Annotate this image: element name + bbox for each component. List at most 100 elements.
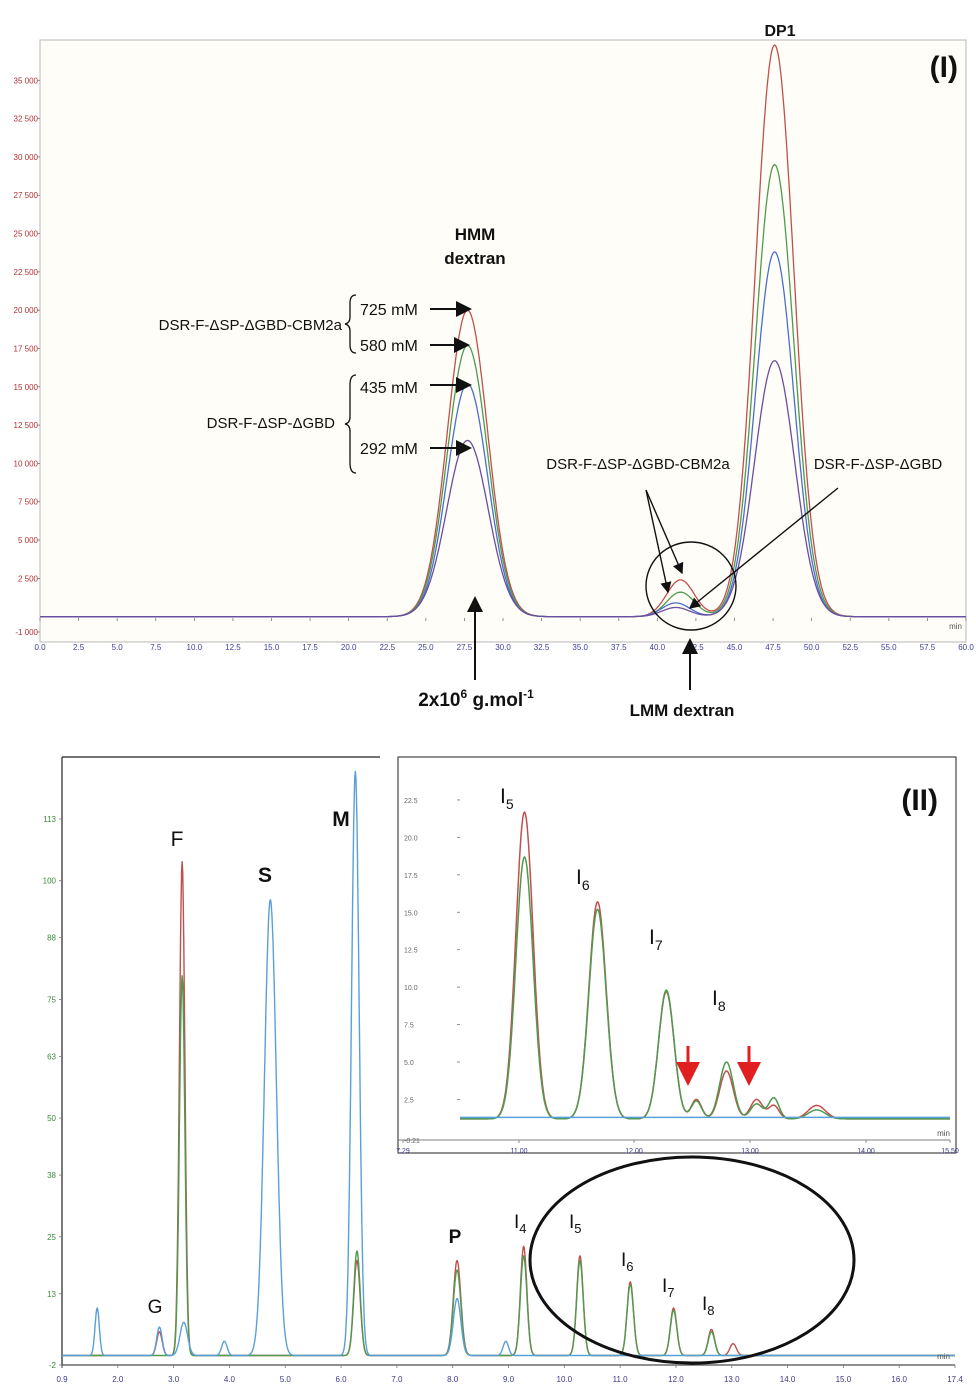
x-tick-label: 15.50 [941,1148,959,1155]
panel-2-series [61,770,956,1357]
x-tick-label: 8.0 [447,1375,459,1384]
y-tick-label: 113 [43,815,56,824]
y-tick-label: 15 000 [14,383,39,392]
inset-panel: -0.21 2.5 5.0 7.5 10.0 12.5 15.0 17.5 20.0 22.5 7… [396,756,959,1155]
x-tick-label: 17.4 [947,1375,963,1384]
panel-2-x-ticks: 0.9 2.0 3.0 4.0 5.0 6.0 7.0 8.0 9.0 10.0 11.0 12.0 1… [56,1365,963,1384]
y-tick-label: 2.5 [404,1097,414,1104]
inset-label-I6-sub: 6 [582,877,590,893]
peak-label-I5-sub: 5 [574,1221,581,1236]
inset-label-I8-sub: 8 [718,998,726,1014]
y-tick-label: 7 500 [18,498,39,507]
x-tick-label: 55.0 [881,643,897,652]
y-tick-label: -1 000 [15,628,38,637]
conc-725: 725 mM [360,302,418,319]
panel-2-y-ticks: -2 13 25 38 50 63 75 88 100 113 [43,815,62,1370]
x-tick-label: 12.0 [668,1375,684,1384]
x-tick-label: 2.5 [73,643,85,652]
x-tick-label: 2.0 [112,1375,124,1384]
lmm-gbd-label: DSR-F-ΔSP-ΔGBD [814,456,943,473]
panel-1: -1 000 2 500 5 000 7 500 10 000 12 500 15 000 1… [14,23,975,720]
y-tick-label: 25 000 [14,230,39,239]
y-tick-label: 32 500 [14,115,39,124]
x-tick-label: 5.0 [112,643,124,652]
y-tick-label: 7.5 [404,1023,414,1030]
x-tick-label: 17.5 [302,643,318,652]
x-tick-label: 9.0 [503,1375,515,1384]
x-tick-label: 11.0 [613,1375,629,1384]
arrow-lmm-cbm-2 [645,489,672,594]
lmm-cbm-label: DSR-F-ΔSP-ΔGBD-CBM2a [546,456,730,473]
inset-label-I5: I5 [500,785,514,812]
dp1-label: DP1 [764,23,795,40]
x-tick-label: 35.0 [572,643,588,652]
y-tick-label: 22.5 [404,798,418,805]
y-tick-label: -0.21 [404,1138,420,1145]
x-tick-label: 25.0 [418,643,434,652]
x-tick-label: 45.0 [727,643,743,652]
mw-prefix: 2x10 [418,690,460,711]
mw-label: 2x106 g.mol-1 [418,687,534,711]
inset-x-ticks: 7.29 11.00 12.00 13.00 14.00 15.50 [396,1140,959,1155]
x-tick-label: 15.0 [836,1375,852,1384]
panel-2-x-unit: min [937,1352,950,1361]
x-tick-label: 47.5 [765,643,781,652]
group-gbd-label: DSR-F-ΔSP-ΔGBD [207,415,336,432]
lmm-label: LMM dextran [630,701,735,720]
y-tick-label: 63 [47,1052,56,1061]
y-tick-label: 20 000 [14,306,39,315]
peak-label-M: M [332,808,350,831]
inset-label-I5-sub: 5 [506,796,514,812]
peak-label-I8-sub: 8 [707,1303,714,1318]
x-tick-label: 5.0 [280,1375,292,1384]
y-tick-label: 15.0 [404,910,418,917]
x-tick-label: 11.00 [511,1148,528,1155]
mw-unit: g.mol [467,690,523,711]
inset-label-I5-letter: I [500,785,506,808]
y-tick-label: 17 500 [14,344,39,353]
peak-label-I8: I8 [702,1294,715,1318]
panel-1-label: (I) [930,51,958,84]
x-tick-label: 50.0 [804,643,820,652]
conc-292: 292 mM [360,441,418,458]
peak-label-I5-letter: I [569,1212,574,1233]
x-tick-label: 40.0 [650,643,666,652]
peak-label-I6: I6 [621,1250,634,1274]
inset-label-I7-letter: I [649,926,655,949]
x-tick-label: 27.5 [457,643,473,652]
y-tick-label: 75 [47,995,56,1004]
lmm-circle [645,541,737,631]
inset-y-ticks: -0.21 2.5 5.0 7.5 10.0 12.5 15.0 17.5 20.0 22.5 [404,798,460,1145]
inset-label-I8-letter: I [712,987,718,1010]
x-tick-label: 32.5 [534,643,550,652]
peak-label-I4-sub: 4 [519,1221,526,1236]
y-tick-label: 5 000 [18,536,39,545]
inset-label-I6-letter: I [576,866,582,889]
hmm-label-line1: HMM [455,225,496,244]
y-tick-label: 13 [47,1290,56,1299]
y-tick-label: 22 500 [14,268,39,277]
x-tick-label: 22.5 [379,643,395,652]
x-tick-label: 13.00 [741,1148,759,1155]
x-tick-label: 0.9 [56,1375,68,1384]
y-tick-label: 17.5 [404,873,418,880]
y-tick-label: 100 [43,877,57,886]
peak-label-I7-sub: 7 [667,1285,674,1300]
y-tick-label: 30 000 [14,153,39,162]
x-tick-label: 0.0 [34,643,46,652]
y-tick-label: 88 [47,934,56,943]
peak-label-F: F [171,828,184,851]
peak-label-P: P [449,1227,462,1248]
series-line-green [460,856,950,1120]
peak-label-I8-letter: I [702,1294,707,1315]
inset-frame [397,756,957,1154]
zoom-ellipse [528,1155,856,1365]
panel-1-series [40,44,966,618]
x-tick-label: 6.0 [336,1375,348,1384]
arrow-lmm-cbm-1 [645,489,684,575]
mw-unit-exp: -1 [523,687,534,701]
series-line-purple [40,360,966,618]
x-tick-label: 13.0 [724,1375,740,1384]
